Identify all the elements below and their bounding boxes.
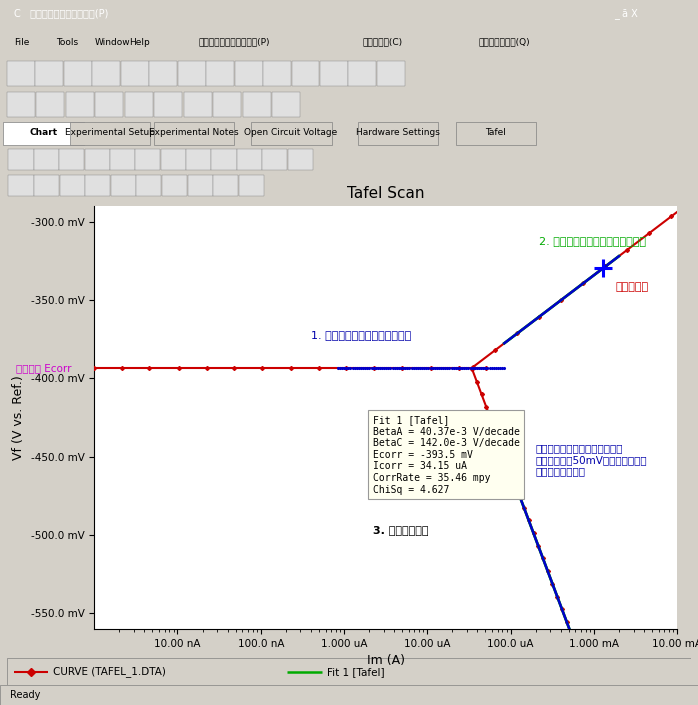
X-axis label: Im (A): Im (A) [366,654,405,667]
FancyBboxPatch shape [358,122,438,145]
Bar [214,92,242,117]
Bar [161,149,186,170]
Bar [85,176,110,196]
Bar [34,176,59,196]
Text: Fit 1 [Tafel]: Fit 1 [Tafel] [327,667,385,677]
Bar [149,61,177,86]
Bar [135,149,161,170]
Title: Tafel Scan: Tafel Scan [347,185,424,200]
Text: C   ポテンショダイナミック(P): C ポテンショダイナミック(P) [14,8,108,18]
Text: 共通ツール(C): 共通ツール(C) [363,38,403,47]
Bar [239,176,264,196]
Text: Tafel: Tafel [485,128,506,137]
Text: Open Circuit Voltage: Open Circuit Voltage [244,128,338,137]
Bar [59,176,84,196]
FancyBboxPatch shape [251,122,332,145]
Bar [262,149,288,170]
Text: 測定データ: 測定データ [615,281,648,292]
Bar [188,176,213,196]
Text: クイックヘルプ(Q): クイックヘルプ(Q) [478,38,530,47]
Bar [186,149,211,170]
Bar [213,176,238,196]
Text: File: File [14,38,29,47]
Bar [59,149,84,170]
Text: Ready: Ready [10,690,41,700]
Bar [36,92,64,117]
Bar [121,61,149,86]
Bar [136,176,161,196]
Text: 3. 計算結果表示: 3. 計算結果表示 [373,525,428,534]
Text: 2. 測定データへのフィッティング: 2. 測定データへのフィッティング [539,235,646,246]
FancyBboxPatch shape [3,122,84,145]
Text: Help: Help [129,38,150,47]
Bar [111,176,136,196]
Bar [206,61,234,86]
Bar [263,61,291,86]
Bar [184,92,211,117]
Bar [84,149,110,170]
Bar [7,92,35,117]
Bar [272,92,300,117]
Bar [235,61,262,86]
Text: Experimental Setup: Experimental Setup [65,128,154,137]
Bar [178,61,206,86]
Bar [125,92,153,117]
Bar [243,92,271,117]
Bar [162,176,187,196]
Bar [96,92,124,117]
Bar [110,149,135,170]
Text: Chart: Chart [29,128,57,137]
Text: CURVE (TAFEL_1.DTA): CURVE (TAFEL_1.DTA) [54,666,166,678]
Bar [237,149,262,170]
Bar [36,61,64,86]
Text: Hardware Settings: Hardware Settings [356,128,440,137]
Text: 1. フィッティングエリアの選択: 1. フィッティングエリアの選択 [311,330,411,340]
Bar [34,149,59,170]
Bar [66,92,94,117]
Y-axis label: Vf (V vs. Ref.): Vf (V vs. Ref.) [12,375,25,460]
Bar [320,61,348,86]
Bar [211,149,237,170]
Text: Window: Window [94,38,130,47]
Text: Experimental Notes: Experimental Notes [149,128,238,137]
Bar [92,61,120,86]
Text: フィッティングエリアの選択は
腐食電位より50mV以上離れた位置
より開始します。: フィッティングエリアの選択は 腐食電位より50mV以上離れた位置 より開始します… [535,443,647,477]
Text: _ ā X: _ ā X [614,8,638,19]
Bar [8,149,34,170]
Text: Tools: Tools [56,38,78,47]
Bar [377,61,405,86]
Text: Fit 1 [Tafel]
BetaA = 40.37e-3 V/decade
BetaC = 142.0e-3 V/decade
Ecorr = -393.5: Fit 1 [Tafel] BetaA = 40.37e-3 V/decade … [373,415,519,495]
Text: ポテンショダイナミック(P): ポテンショダイナミック(P) [199,38,270,47]
FancyBboxPatch shape [154,122,234,145]
Bar [288,149,313,170]
Bar [292,61,320,86]
Bar [8,176,34,196]
FancyBboxPatch shape [70,122,150,145]
Bar [64,61,92,86]
FancyBboxPatch shape [456,122,536,145]
Bar [154,92,182,117]
Text: 腐食電位 Ecorr: 腐食電位 Ecorr [15,363,71,373]
Bar [7,61,35,86]
Bar [348,61,376,86]
